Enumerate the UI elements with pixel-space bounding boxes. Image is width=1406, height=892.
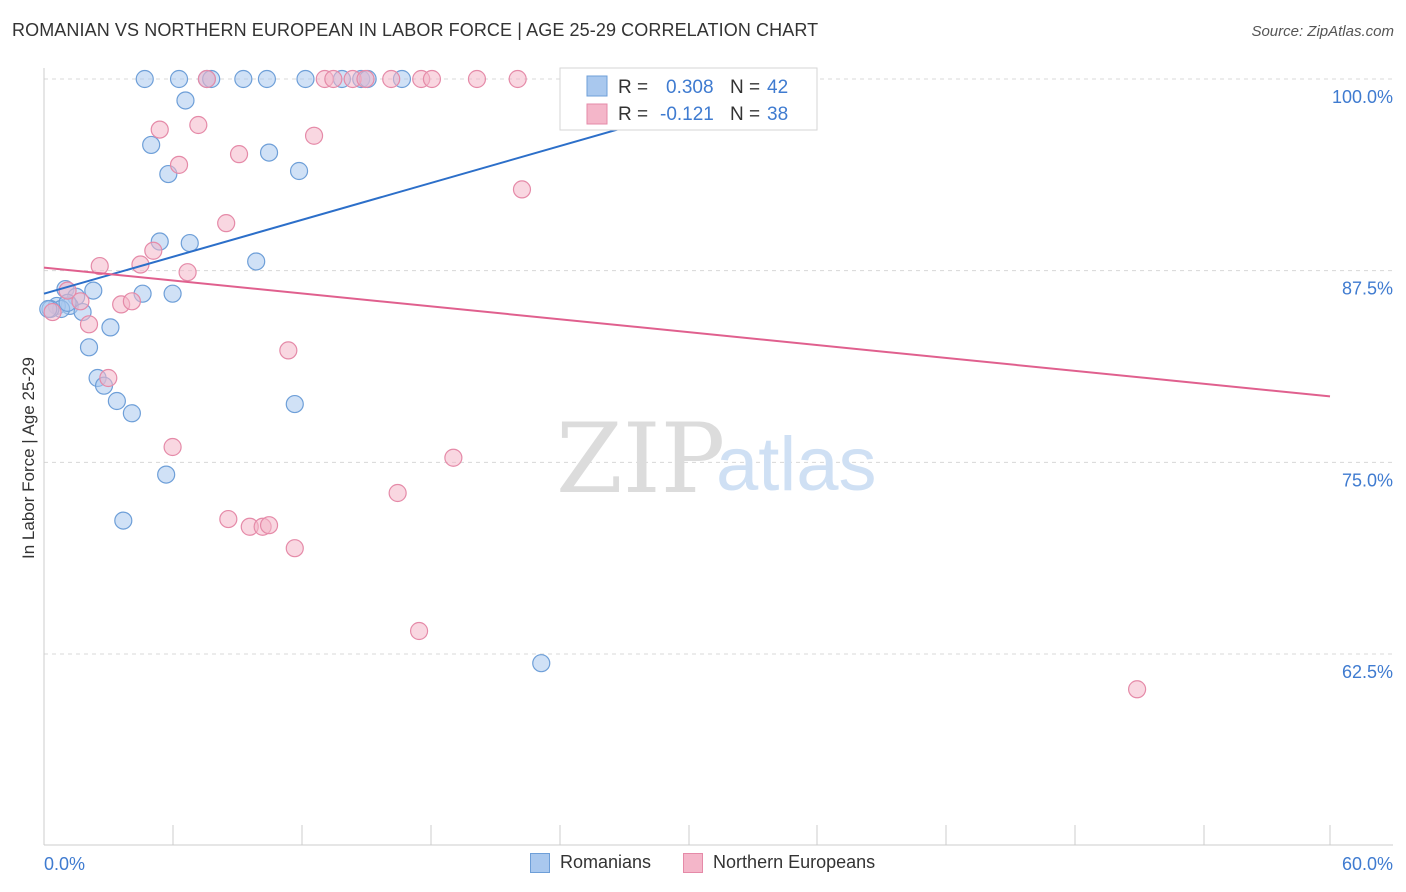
point-northern-europeans: [197, 69, 216, 89]
axis-layer: 62.5% 75.0% 87.5% 100.0%: [43, 68, 1393, 846]
stats-legend-n-value-2: 38: [767, 104, 788, 125]
legend-label-romanians: Romanians: [560, 852, 652, 872]
point-northern-europeans: [90, 256, 109, 276]
point-northern-europeans: [43, 302, 62, 322]
chart-title: ROMANIAN VS NORTHERN EUROPEAN IN LABOR F…: [12, 20, 819, 40]
point-northern-europeans: [79, 315, 99, 334]
stats-legend: R = 0.308 N = 42 R = -0.121 N = 38: [559, 67, 818, 131]
point-romanians: [79, 338, 99, 357]
point-northern-europeans: [512, 180, 532, 199]
point-romanians: [289, 161, 309, 181]
point-romanians: [169, 69, 189, 89]
y-tick-label: 62.5%: [1342, 662, 1393, 682]
point-romanians: [157, 465, 176, 484]
points-layer: [39, 69, 1147, 699]
stats-legend-r-label-2: R =: [618, 104, 648, 125]
x-tick-label-min: 0.0%: [44, 854, 85, 874]
x-tick-label-max: 60.0%: [1342, 854, 1393, 874]
point-romanians: [84, 281, 103, 300]
point-northern-europeans: [304, 126, 324, 145]
point-romanians: [259, 143, 279, 162]
watermark: ZIP atlas: [556, 403, 877, 515]
watermark-zip: ZIP: [556, 403, 725, 515]
point-northern-europeans: [324, 69, 343, 89]
stats-legend-r-value-1: 0.308: [666, 77, 714, 98]
stats-legend-swatch-romanians: [586, 75, 608, 97]
y-axis-label: In Labor Force | Age 25-29: [19, 357, 38, 559]
trend-line-northern-europeans: [43, 266, 1331, 398]
point-romanians: [114, 511, 133, 530]
point-romanians: [532, 654, 551, 673]
watermark-atlas: atlas: [716, 422, 877, 507]
point-romanians: [180, 233, 199, 253]
point-northern-europeans: [144, 241, 163, 260]
point-romanians: [234, 69, 253, 89]
stats-legend-n-label-2: N =: [730, 104, 760, 125]
stats-legend-n-label-1: N =: [730, 77, 760, 98]
legend-swatch-northern-europeans: [683, 852, 704, 873]
stats-legend-n-value-1: 42: [767, 77, 788, 98]
point-northern-europeans: [163, 437, 182, 457]
stats-legend-swatch-northern-europeans: [586, 103, 608, 125]
point-northern-europeans: [122, 292, 141, 311]
y-tick-label: 100.0%: [1332, 87, 1393, 107]
point-northern-europeans: [189, 115, 208, 135]
y-tick-label: 87.5%: [1342, 279, 1393, 299]
point-romanians: [163, 284, 182, 303]
point-northern-europeans: [150, 120, 169, 139]
point-romanians: [247, 252, 266, 271]
legend-item-romanians: Romanians: [530, 852, 651, 873]
y-tick-label: 75.0%: [1342, 470, 1393, 490]
point-northern-europeans: [71, 292, 90, 311]
point-northern-europeans: [388, 483, 407, 503]
point-northern-europeans: [508, 69, 527, 89]
point-northern-europeans: [409, 621, 429, 641]
point-romanians: [101, 318, 120, 337]
legend-label-northern-europeans: Northern Europeans: [713, 852, 876, 872]
chart-source: Source: ZipAtlas.com: [1251, 23, 1394, 40]
point-romanians: [142, 135, 161, 155]
point-northern-europeans: [382, 69, 401, 89]
point-romanians: [122, 404, 141, 423]
point-northern-europeans: [467, 69, 487, 89]
point-romanians: [176, 91, 195, 110]
stats-legend-r-value-2: -0.121: [660, 104, 714, 125]
bottom-legend: Romanians Northern Europeans: [530, 852, 907, 873]
stats-legend-r-label-1: R =: [618, 77, 648, 98]
point-northern-europeans: [356, 69, 375, 89]
point-northern-europeans: [217, 214, 236, 233]
point-romanians: [296, 69, 315, 89]
point-northern-europeans: [422, 69, 442, 89]
point-northern-europeans: [178, 263, 197, 282]
point-northern-europeans: [99, 368, 118, 388]
point-romanians: [285, 394, 304, 414]
legend-item-northern-europeans: Northern Europeans: [683, 852, 875, 873]
legend-swatch-romanians: [530, 852, 550, 873]
point-romanians: [257, 69, 277, 89]
point-northern-europeans: [444, 448, 463, 467]
point-northern-europeans: [1127, 680, 1147, 699]
point-northern-europeans: [229, 145, 249, 164]
point-northern-europeans: [219, 509, 238, 529]
grid-layer: [44, 78, 1393, 655]
point-northern-europeans: [169, 155, 189, 174]
point-romanians: [107, 391, 126, 411]
point-northern-europeans: [285, 539, 304, 558]
point-northern-europeans: [259, 516, 279, 535]
point-northern-europeans: [279, 341, 298, 360]
point-romanians: [135, 69, 154, 89]
